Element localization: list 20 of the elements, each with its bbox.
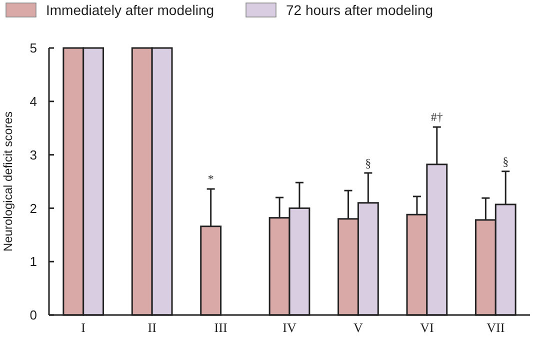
y-tick-label: 4	[30, 94, 37, 109]
annotation: §	[502, 154, 509, 168]
legend-label: 72 hours after modeling	[286, 2, 434, 18]
x-tick-label: VI	[420, 320, 434, 335]
legend-label: Immediately after modeling	[46, 2, 214, 18]
y-axis-title: Neurological deficit scores	[1, 111, 15, 252]
y-tick-label: 3	[30, 147, 37, 162]
y-tick-label: 5	[30, 40, 37, 56]
x-tick-label: III	[214, 320, 228, 335]
x-tick-label: V	[354, 320, 364, 335]
x-tick-label: II	[148, 320, 156, 335]
x-tick-label: IV	[282, 320, 297, 335]
y-tick-label: 0	[30, 308, 37, 323]
annotation: §	[365, 156, 372, 170]
y-tick-label: 1	[30, 254, 37, 270]
x-tick-label: I	[81, 320, 86, 335]
annotation: #†	[430, 110, 443, 124]
annotation: *	[208, 172, 214, 186]
x-tick-label: VII	[486, 320, 505, 335]
y-tick-label: 2	[30, 200, 37, 216]
